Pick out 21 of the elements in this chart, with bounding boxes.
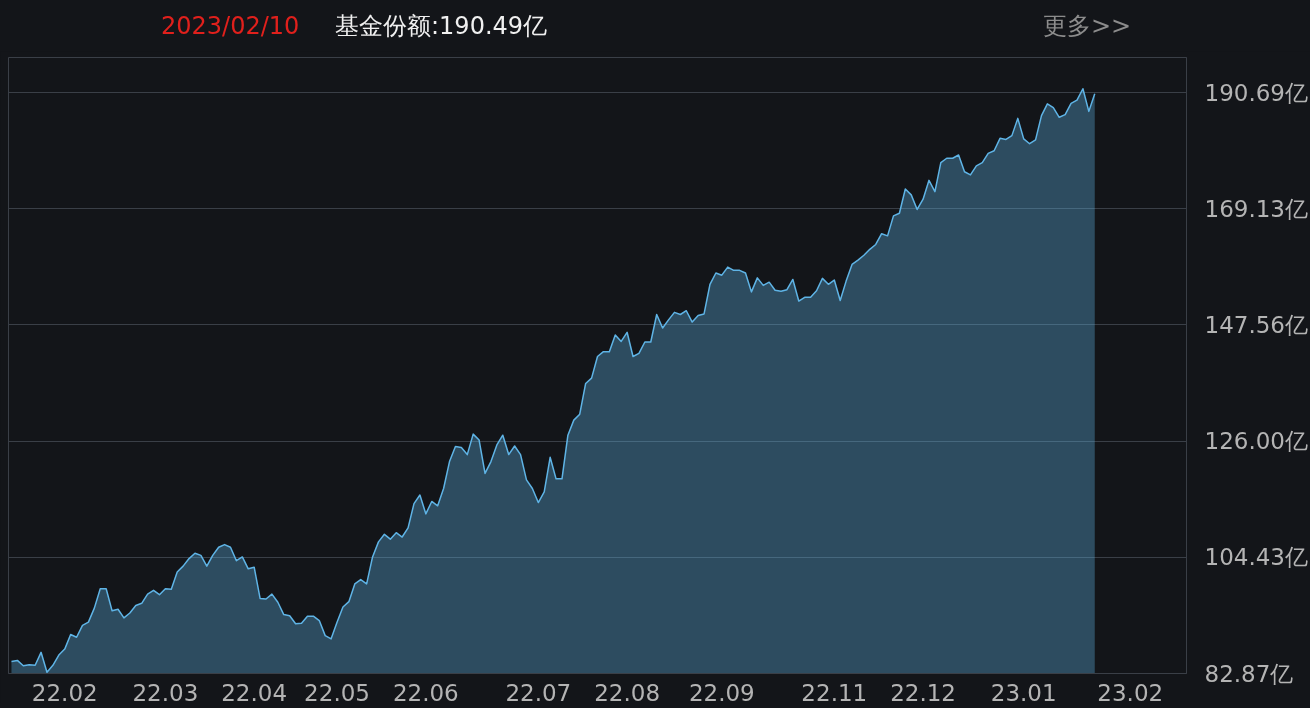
y-tick-label: 126.00亿 xyxy=(1204,428,1308,455)
y-tick-label: 169.13亿 xyxy=(1204,195,1308,222)
x-tick-label: 22.08 xyxy=(594,679,661,706)
y-tick-label: 82.87亿 xyxy=(1204,660,1294,687)
text: 更多>> xyxy=(1043,11,1132,42)
y-tick-label: 104.43亿 xyxy=(1204,544,1308,571)
y-tick-label: 147.56亿 xyxy=(1204,311,1308,338)
x-tick-label: 22.07 xyxy=(505,679,572,706)
x-tick-label: 22.11 xyxy=(801,679,868,706)
x-tick-label: 22.09 xyxy=(688,679,755,706)
chart-subtitle: 基金份额:190.49亿 xyxy=(335,11,548,42)
x-tick-label: 23.02 xyxy=(1097,679,1164,706)
y-tick-label: 190.69亿 xyxy=(1204,79,1308,106)
x-tick-label: 22.05 xyxy=(304,679,370,706)
x-tick-label: 22.04 xyxy=(221,679,288,706)
x-tick-label: 22.06 xyxy=(392,679,459,706)
x-tick-label: 22.12 xyxy=(890,679,957,706)
x-tick-label: 22.03 xyxy=(132,679,199,706)
x-tick-label: 23.01 xyxy=(990,679,1057,706)
chart-title: 2023/02/10 xyxy=(161,11,300,42)
x-tick-label: 22.02 xyxy=(31,679,98,706)
